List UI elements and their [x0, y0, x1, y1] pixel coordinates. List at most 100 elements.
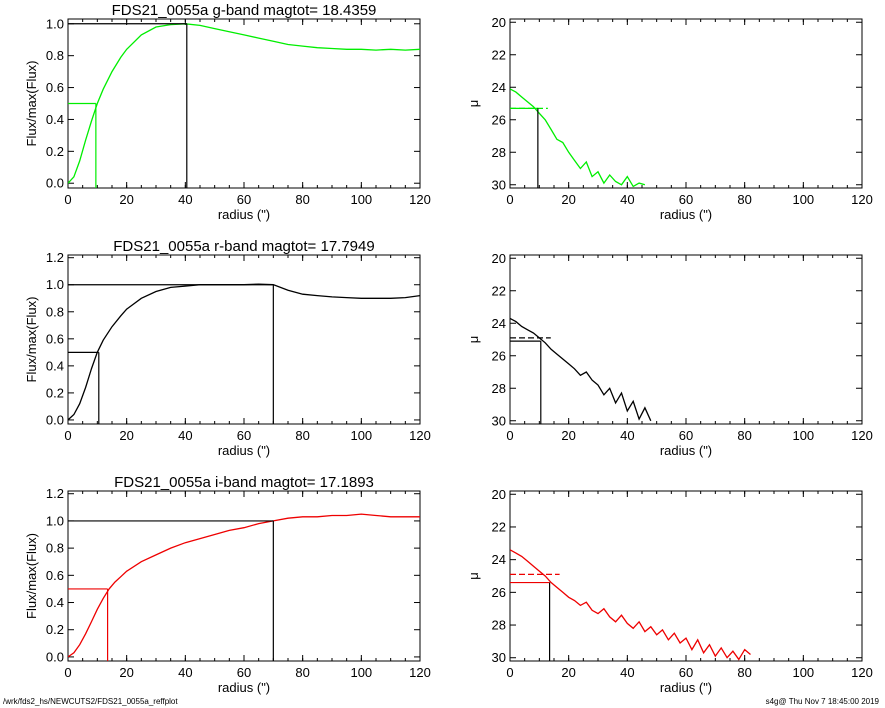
axes-frame	[67, 18, 421, 189]
y-tick-label: 0.0	[46, 649, 64, 664]
x-tick-label: 120	[851, 428, 873, 443]
axes-frame	[67, 254, 421, 425]
panel-title: FDS21_0055a r-band magtot= 17.7949	[113, 238, 374, 255]
x-tick-label: 40	[620, 192, 634, 207]
y-tick-label: 0.4	[46, 358, 64, 373]
chart-panel-3: 0 20 40 60 80 100 120 0.0 0.2 0.4 0.6 0.8 1.0 1.2 radi…	[24, 238, 431, 458]
x-tick-label: 60	[679, 428, 693, 443]
y-axis-label: Flux/max(Flux)	[24, 297, 39, 383]
x-tick-label: 120	[851, 665, 873, 680]
x-axis-label: radius (")	[660, 207, 712, 222]
profile-line	[68, 513, 420, 658]
y-tick-label: 22	[492, 47, 506, 62]
y-tick-label: 0.2	[46, 144, 64, 159]
x-tick-label: 40	[178, 428, 192, 443]
x-tick-label: 80	[295, 665, 309, 680]
data-layer	[510, 549, 751, 661]
chart-panel-4: 0 20 40 60 80 100 120 20 22 24 26 28 30 radius (") μ	[466, 251, 873, 458]
y-tick-label: 0.0	[46, 176, 64, 191]
y-tick-label: 30	[492, 650, 506, 665]
y-tick-label: 26	[492, 112, 506, 127]
x-tick-label: 0	[64, 665, 71, 680]
profile-line	[510, 549, 751, 661]
x-tick-label: 0	[64, 428, 71, 443]
y-tick-label: 1.0	[46, 277, 64, 292]
y-tick-label: 0.6	[46, 568, 64, 583]
y-axis-label: Flux/max(Flux)	[24, 61, 39, 147]
chart-panel-2: 0 20 40 60 80 100 120 20 22 24 26 28 30 radius (") μ	[466, 15, 873, 222]
x-tick-label: 100	[792, 192, 814, 207]
x-tick-label: 100	[350, 192, 372, 207]
x-tick-label: 80	[295, 428, 309, 443]
x-tick-label: 120	[409, 665, 431, 680]
x-tick-label: 20	[119, 428, 133, 443]
x-tick-label: 20	[119, 665, 133, 680]
x-axis-label: radius (")	[218, 680, 270, 695]
x-tick-label: 20	[561, 665, 575, 680]
y-axis-label: Flux/max(Flux)	[24, 533, 39, 619]
x-axis-label: radius (")	[218, 207, 270, 222]
chart-panel-1: 0 20 40 60 80 100 120 0.0 0.2 0.4 0.6 0.8 1.0 radius …	[24, 2, 431, 222]
y-tick-label: 1.0	[46, 16, 64, 31]
x-tick-label: 120	[851, 192, 873, 207]
x-tick-label: 40	[178, 665, 192, 680]
y-tick-label: 0.4	[46, 112, 64, 127]
x-tick-label: 40	[620, 665, 634, 680]
x-axis-label: radius (")	[660, 680, 712, 695]
x-tick-label: 100	[792, 665, 814, 680]
y-tick-label: 28	[492, 145, 506, 160]
x-tick-label: 20	[561, 192, 575, 207]
x-axis-label: radius (")	[218, 443, 270, 458]
y-tick-label: 0.2	[46, 385, 64, 400]
x-tick-label: 60	[237, 428, 251, 443]
y-tick-label: 26	[492, 585, 506, 600]
y-tick-label: 20	[492, 487, 506, 502]
y-tick-label: 24	[492, 80, 506, 95]
y-tick-label: 0.6	[46, 331, 64, 346]
file-path-label: /wrk/fds2_hs/NEWCUTS2/FDS21_0055a_reffpl…	[3, 697, 178, 706]
y-tick-label: 0.6	[46, 80, 64, 95]
y-tick-label: 0.8	[46, 304, 64, 319]
y-tick-label: 1.0	[46, 513, 64, 528]
x-tick-label: 60	[679, 665, 693, 680]
x-tick-label: 80	[295, 192, 309, 207]
x-tick-label: 80	[737, 192, 751, 207]
x-tick-label: 0	[64, 192, 71, 207]
y-tick-label: 30	[492, 413, 506, 428]
y-tick-label: 0.8	[46, 48, 64, 63]
x-tick-label: 40	[620, 428, 634, 443]
data-layer	[68, 283, 420, 424]
x-tick-label: 20	[561, 428, 575, 443]
x-tick-label: 60	[679, 192, 693, 207]
chart-panel-6: 0 20 40 60 80 100 120 20 22 24 26 28 30 radius (") μ	[466, 487, 873, 695]
axes-frame	[509, 490, 863, 662]
x-tick-label: 0	[506, 192, 513, 207]
data-layer	[510, 88, 646, 188]
x-tick-label: 0	[506, 428, 513, 443]
x-tick-label: 0	[506, 665, 513, 680]
x-tick-label: 120	[409, 428, 431, 443]
x-tick-label: 80	[737, 428, 751, 443]
y-tick-label: 0.4	[46, 595, 64, 610]
x-tick-label: 20	[119, 192, 133, 207]
profile-line	[68, 283, 420, 421]
y-tick-label: 20	[492, 15, 506, 30]
y-tick-label: 0.0	[46, 412, 64, 427]
y-axis-label: μ	[466, 572, 481, 580]
y-tick-label: 24	[492, 552, 506, 567]
y-tick-label: 26	[492, 348, 506, 363]
y-tick-label: 1.2	[46, 250, 64, 265]
y-tick-label: 20	[492, 251, 506, 266]
x-tick-label: 60	[237, 192, 251, 207]
x-tick-label: 40	[178, 192, 192, 207]
profile-line	[68, 23, 420, 184]
panel-title: FDS21_0055a i-band magtot= 17.1893	[114, 474, 374, 491]
axes-frame	[509, 254, 863, 425]
x-tick-label: 100	[792, 428, 814, 443]
x-tick-label: 80	[737, 665, 751, 680]
chart-panel-5: 0 20 40 60 80 100 120 0.0 0.2 0.4 0.6 0.8 1.0 1.2 radi…	[24, 474, 431, 695]
y-tick-label: 0.2	[46, 622, 64, 637]
timestamp-label: s4g@ Thu Nov 7 18:45:00 2019	[765, 697, 879, 706]
y-tick-label: 22	[492, 519, 506, 534]
